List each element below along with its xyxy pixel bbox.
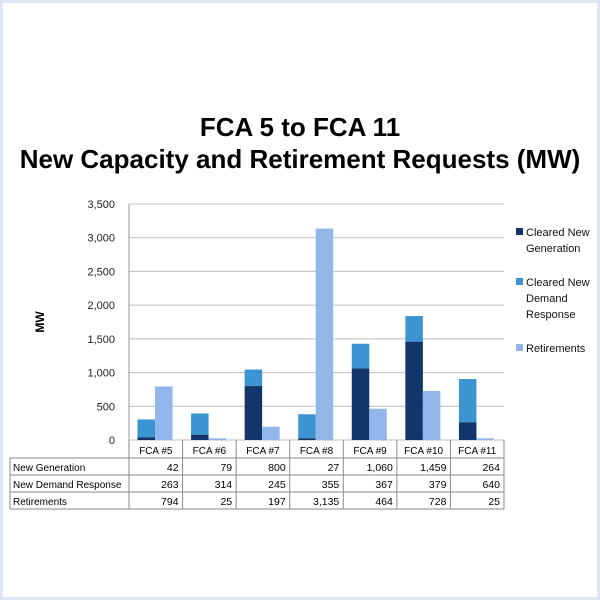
bar-cleared-new-generation bbox=[137, 437, 155, 440]
y-tick-label: 1,000 bbox=[87, 368, 115, 380]
legend-label: Response bbox=[526, 309, 576, 321]
legend-label: Retirements bbox=[526, 343, 586, 355]
x-tick-label: FCA #11 bbox=[458, 446, 497, 457]
bar-retirements bbox=[262, 426, 280, 440]
y-tick-label: 0 bbox=[109, 435, 115, 447]
y-tick-label: 2,000 bbox=[87, 300, 115, 312]
x-tick-label: FCA #7 bbox=[246, 446, 280, 457]
table-cell: 314 bbox=[215, 479, 233, 491]
x-tick-label: FCA #5 bbox=[139, 446, 173, 457]
x-tick-label: FCA #6 bbox=[193, 446, 227, 457]
table-cell: 800 bbox=[268, 462, 286, 474]
bar-cleared-new-demand-response bbox=[244, 369, 263, 387]
legend-label: Cleared New bbox=[526, 227, 590, 239]
table-cell: 25 bbox=[488, 496, 500, 508]
bar-cleared-new-generation bbox=[191, 434, 209, 440]
x-tick-label: FCA #9 bbox=[353, 446, 387, 457]
bar-cleared-new-demand-response bbox=[191, 413, 209, 435]
table-cell: 245 bbox=[268, 479, 286, 491]
table-row-label: New Demand Response bbox=[13, 480, 122, 491]
y-tick-label: 3,500 bbox=[87, 199, 115, 211]
bar-retirements bbox=[155, 386, 173, 440]
table-cell: 1,060 bbox=[367, 462, 393, 474]
bar-cleared-new-generation bbox=[405, 341, 423, 440]
bar-cleared-new-demand-response bbox=[405, 316, 423, 342]
bar-cleared-new-generation bbox=[458, 422, 477, 440]
table-cell: 367 bbox=[375, 479, 393, 491]
table-cell: 355 bbox=[322, 479, 340, 491]
table-cell: 197 bbox=[268, 496, 286, 508]
legend-label: Generation bbox=[526, 243, 580, 255]
table-cell: 79 bbox=[220, 462, 232, 474]
table-cell: 27 bbox=[328, 462, 340, 474]
table-cell: 1,459 bbox=[420, 462, 446, 474]
legend-swatch bbox=[516, 344, 523, 351]
table-cell: 464 bbox=[375, 496, 393, 508]
bar-cleared-new-demand-response bbox=[137, 419, 155, 438]
y-tick-label: 1,500 bbox=[87, 334, 115, 346]
bar-cleared-new-demand-response bbox=[298, 414, 316, 439]
bar-retirements bbox=[315, 228, 334, 440]
table-cell: 728 bbox=[429, 496, 447, 508]
bar-cleared-new-generation bbox=[351, 368, 370, 440]
table-cell: 264 bbox=[482, 462, 500, 474]
y-tick-label: 3,000 bbox=[87, 233, 115, 245]
bar-cleared-new-generation bbox=[298, 438, 316, 440]
table-cell: 379 bbox=[429, 479, 447, 491]
table-cell: 640 bbox=[482, 479, 500, 491]
chart-title-line-2: New Capacity and Retirement Requests (MW… bbox=[19, 144, 581, 174]
y-axis-label: MW bbox=[33, 311, 47, 333]
y-tick-label: 2,500 bbox=[87, 266, 115, 278]
x-tick-label: FCA #8 bbox=[300, 446, 334, 457]
legend-swatch bbox=[516, 228, 523, 235]
bar-retirements bbox=[422, 390, 441, 440]
table-cell: 263 bbox=[161, 479, 179, 491]
table-row-label: Retirements bbox=[13, 497, 67, 508]
y-tick-label: 500 bbox=[97, 401, 115, 413]
legend-label: Demand bbox=[526, 293, 568, 305]
table-cell: 25 bbox=[220, 496, 232, 508]
table-cell: 3,135 bbox=[313, 496, 339, 508]
x-tick-label: FCA #10 bbox=[404, 446, 443, 457]
bar-retirements bbox=[369, 408, 387, 440]
table-cell: 794 bbox=[161, 496, 179, 508]
bar-retirements bbox=[208, 438, 227, 440]
chart-title-line-1: FCA 5 to FCA 11 bbox=[199, 112, 401, 142]
table-row-label: New Generation bbox=[13, 463, 85, 474]
bar-cleared-new-demand-response bbox=[351, 343, 370, 369]
table-cell: 42 bbox=[167, 462, 179, 474]
legend-swatch bbox=[516, 278, 523, 285]
bar-cleared-new-demand-response bbox=[458, 379, 477, 423]
bar-cleared-new-generation bbox=[244, 386, 263, 440]
legend-label: Cleared New bbox=[526, 277, 590, 289]
bar-retirements bbox=[476, 438, 494, 440]
